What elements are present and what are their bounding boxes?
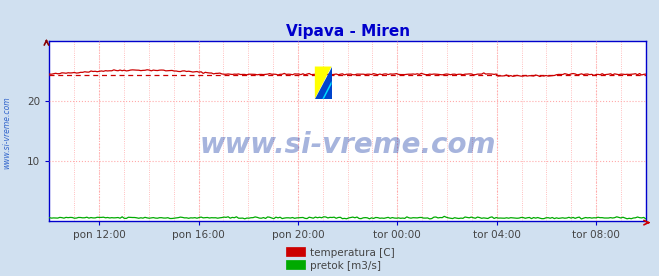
Text: www.si-vreme.com: www.si-vreme.com [200,131,496,160]
Legend: temperatura [C], pretok [m3/s]: temperatura [C], pretok [m3/s] [291,248,395,271]
Title: Vipava - Miren: Vipava - Miren [285,24,410,39]
Polygon shape [315,67,331,99]
Text: www.si-vreme.com: www.si-vreme.com [2,96,11,169]
Polygon shape [322,81,331,99]
Polygon shape [315,67,331,99]
